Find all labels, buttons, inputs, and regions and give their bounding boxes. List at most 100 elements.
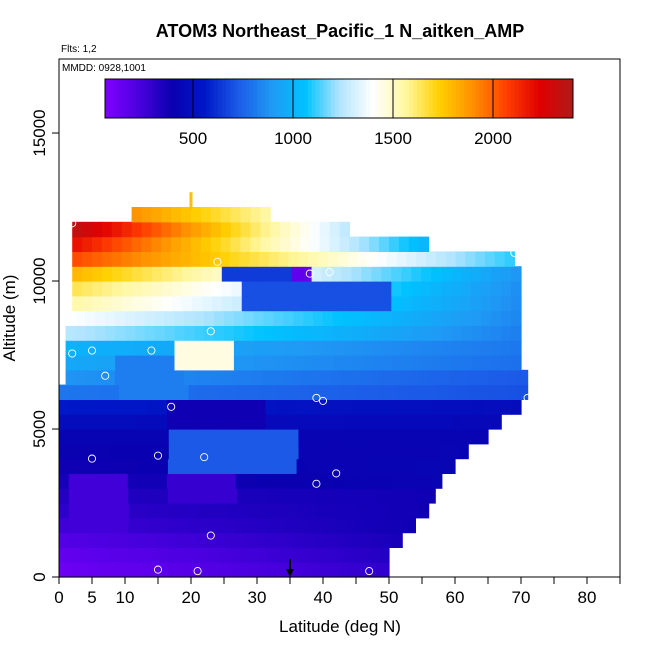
heatmap-cell xyxy=(181,221,192,238)
heatmap-cell xyxy=(161,281,173,297)
heatmap-cell xyxy=(167,517,179,534)
heatmap-cell xyxy=(294,532,305,548)
heatmap-cell xyxy=(491,295,502,312)
heatmap-cell xyxy=(369,236,380,252)
heatmap-cell xyxy=(425,251,437,267)
heatmap-cell xyxy=(216,414,227,430)
heatmap-cell xyxy=(402,325,413,341)
heatmap-cell xyxy=(108,384,120,400)
heatmap-cell xyxy=(208,429,220,445)
heatmap-cell xyxy=(319,562,330,578)
heatmap-cell xyxy=(78,384,90,400)
heatmap-cell xyxy=(243,310,255,326)
heatmap-cell xyxy=(225,473,237,489)
heatmap-cell xyxy=(356,517,367,534)
heatmap-cell xyxy=(151,281,163,297)
heatmap-cell xyxy=(301,369,312,386)
heatmap-cell xyxy=(280,221,291,238)
heatmap-cell xyxy=(332,325,344,341)
heatmap-cell xyxy=(128,488,139,504)
heatmap-cell xyxy=(170,251,181,267)
colorbar: 500 1000 1500 2000 xyxy=(104,78,574,148)
colorbar-swatch xyxy=(358,79,363,118)
heatmap-cell xyxy=(269,562,280,578)
heatmap-cell xyxy=(306,458,317,474)
heatmap-cell xyxy=(455,251,466,267)
heatmap-cell xyxy=(68,399,80,415)
colorbar-swatch xyxy=(420,79,426,118)
heatmap-cell xyxy=(112,295,123,312)
colorbar-swatch xyxy=(549,79,554,118)
heatmap-cell xyxy=(154,325,166,341)
heatmap-cell xyxy=(342,325,354,341)
heatmap-cell xyxy=(383,399,394,415)
heatmap-cell xyxy=(201,281,213,297)
heatmap-cell xyxy=(138,458,149,474)
heatmap-cell xyxy=(393,399,404,415)
colorbar-swatch xyxy=(132,79,137,118)
heatmap-cell xyxy=(98,443,110,460)
heatmap-cell xyxy=(408,443,419,460)
heatmap-cell xyxy=(225,532,237,548)
heatmap-cell xyxy=(263,340,275,356)
colorbar-swatch xyxy=(514,79,519,118)
heatmap-cell xyxy=(371,266,382,282)
heatmap-cell xyxy=(338,503,350,519)
heatmap-cell xyxy=(458,369,470,386)
heatmap-cell xyxy=(59,429,70,445)
heatmap-cell xyxy=(291,369,303,386)
heatmap-cell xyxy=(148,384,160,400)
heatmap-cell xyxy=(284,532,295,548)
heatmap-cell xyxy=(131,236,143,252)
heatmap-cell xyxy=(121,221,133,238)
date-annotation: MMDD: 0928,1001 xyxy=(62,63,146,74)
heatmap-cell xyxy=(288,503,300,519)
heatmap-cell xyxy=(268,384,279,400)
sample-marker xyxy=(312,393,321,402)
heatmap-cell xyxy=(158,503,170,519)
heatmap-cell xyxy=(264,532,276,548)
heatmap-cell xyxy=(167,488,179,504)
heatmap-cell xyxy=(218,429,230,445)
heatmap-cell xyxy=(343,473,355,489)
heatmap-cell xyxy=(421,266,432,282)
heatmap-cell xyxy=(98,488,110,504)
colorbar-swatch xyxy=(397,79,402,118)
heatmap-cell xyxy=(491,325,502,341)
sample-marker xyxy=(365,567,374,576)
sample-marker xyxy=(523,393,532,402)
heatmap-cell xyxy=(491,355,502,371)
colorbar-swatch xyxy=(440,79,445,118)
heatmap-cell xyxy=(517,384,529,400)
heatmap-cell xyxy=(425,458,436,474)
heatmap-cell xyxy=(461,414,473,430)
heatmap-cell xyxy=(289,562,300,578)
colorbar-swatch xyxy=(471,79,476,118)
heatmap-cell xyxy=(328,384,339,400)
heatmap-cell xyxy=(220,221,232,238)
heatmap-cell xyxy=(208,503,220,519)
heatmap-cell xyxy=(451,310,463,326)
heatmap-cell xyxy=(338,443,350,460)
heatmap-cell xyxy=(296,458,308,474)
heatmap-cell xyxy=(266,517,278,534)
heatmap-cell xyxy=(137,414,149,430)
colorbar-swatch xyxy=(116,79,122,118)
heatmap-cell xyxy=(317,251,329,267)
heatmap-cell xyxy=(203,369,214,386)
heatmap-cell xyxy=(132,281,143,297)
x-tick-label: 10 xyxy=(116,588,135,607)
heatmap-cell xyxy=(159,562,170,578)
heatmap-cell xyxy=(323,310,334,326)
heatmap-cell xyxy=(249,547,260,563)
heatmap-cell xyxy=(118,429,130,445)
heatmap-cell xyxy=(332,310,344,326)
heatmap-cell xyxy=(323,532,335,548)
heatmap-cell xyxy=(154,310,166,326)
heatmap-cell xyxy=(471,355,482,371)
heatmap-cell xyxy=(323,340,334,356)
heatmap-cell xyxy=(154,355,166,371)
heatmap-cell xyxy=(248,503,260,519)
heatmap-cell xyxy=(238,384,250,400)
colorbar-swatch xyxy=(245,79,250,118)
